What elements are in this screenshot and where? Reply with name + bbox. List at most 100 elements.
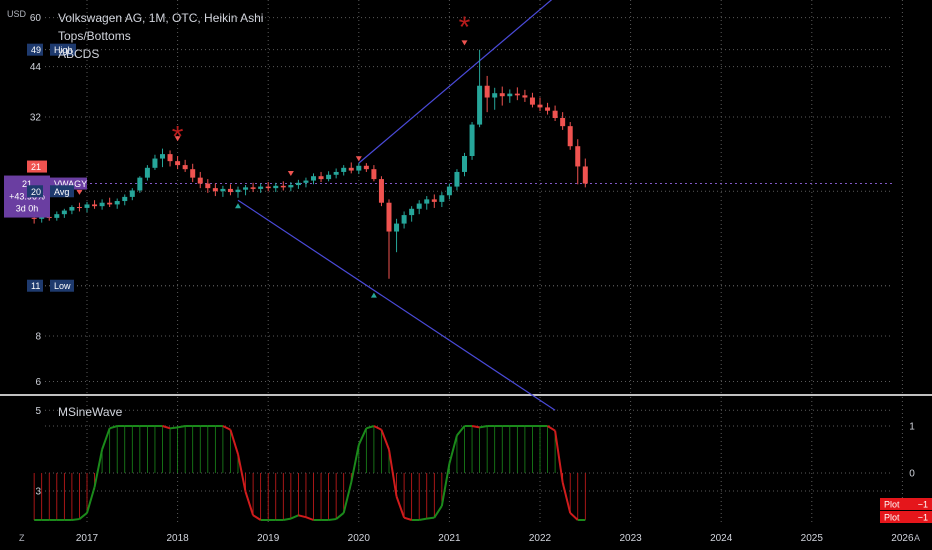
sine-plot-tag-bg [880,498,932,510]
candle-body [529,97,535,105]
sine-line-segment [479,425,488,429]
candle-body [137,177,143,191]
sine-line-segment [388,449,398,497]
candle-body [31,217,37,219]
sine-line-segment [162,425,171,430]
candle-body [167,154,173,162]
sine-line-segment [244,491,255,516]
candle-body [484,85,490,98]
symbol-tag-text: VWAGY [54,179,87,189]
sine-plot-tag-name: Plot [884,500,900,510]
sine-line-segment [101,428,111,450]
candle-body [295,182,301,186]
sine-line-segment [569,512,579,521]
candle-body [462,156,467,172]
low-price-tag-text: 11 [31,281,40,291]
high-text-tag-bg [50,43,76,56]
sine-line-segment [448,435,458,464]
bottom-marker [235,203,241,209]
candle-body [122,196,128,202]
candle-body [54,214,60,218]
trendlines [237,0,556,411]
sine-line-segment [237,454,247,492]
candle-body [341,167,347,172]
indicator-msinewave[interactable]: MSineWave [58,405,123,419]
candle-body [311,176,316,181]
candle-body [401,215,407,224]
candle-body [250,187,256,189]
candle-body [92,204,98,207]
sine-line-segment [229,429,239,455]
candles [31,49,588,279]
sine-line-segment [380,429,390,450]
sine-line-segment [298,514,307,519]
sine-plot-tag-value: −1 [918,500,928,510]
sine-line-segment [456,425,466,437]
candle-body [227,188,233,193]
indicator-tops-bottoms[interactable]: Tops/Bottoms [58,29,131,43]
low-price-tag: 11 [27,279,43,292]
x-tick-label: 2019 [257,533,280,544]
high-text-tag: High [50,43,76,56]
sine-line-segment [335,512,345,520]
candle-body [469,124,475,157]
candle-body [416,203,422,209]
candle-body [477,85,483,125]
sine-line-segment [71,518,80,521]
candle-body [280,185,286,188]
candle-body [318,176,324,180]
candle-body [356,165,362,171]
z-icon[interactable]: Z [19,533,25,543]
sine-line-segment [86,486,96,514]
x-tick-label: 2020 [348,533,371,544]
last-price-value: 21 [22,179,32,189]
red-price-tag-text: 21 [31,162,41,172]
y-tick-label: 44 [30,62,42,73]
star-marker: * [459,11,471,44]
candle-body [303,180,309,183]
msinewave-pane [33,425,586,521]
sine-line-segment [373,425,382,431]
grid [0,0,932,525]
red-price-tag: 21 [27,160,47,173]
low-price-tag-bg [27,279,43,292]
high-price-tag-text: 49 [31,45,41,55]
x-tick-label: 2024 [710,533,733,544]
auto-scale-icon[interactable]: A [914,533,921,543]
candle-body [386,202,392,232]
candle-body [258,186,264,189]
candle-body [537,104,543,108]
low-text-tag-bg [50,279,74,292]
y-tick-label: 8 [35,332,41,343]
candle-body [560,117,566,127]
candle-body [235,189,241,193]
candle-body [522,95,528,98]
y-tick-label: 5 [35,406,41,417]
sine-line-segment [395,496,406,518]
candle-body [243,187,249,190]
candle-body [363,165,369,170]
candle-body [499,93,505,97]
indicator-abcds[interactable]: ABCDS [58,47,100,61]
candle-body [152,158,158,168]
sine-plot-tag-name: Plot [884,513,900,523]
sine-line-segment [403,516,412,521]
sine-line-segment [283,517,292,521]
high-price-tag: 49 [27,43,43,56]
x-tick-label: 2018 [166,533,189,544]
trendline [237,199,556,411]
x-tick-label: 2026 [891,533,914,544]
sine-y-tick-label: 0 [909,469,915,480]
chart-title: Volkswagen AG, 1M, OTC, Heikin Ashi [58,11,264,25]
x-tick-label: 2025 [801,533,824,544]
sine-line-segment [561,482,572,514]
top-marker [287,171,294,177]
sine-line-segment [177,425,186,429]
high-price-tag-bg [27,43,43,56]
currency-label: USD [7,9,27,19]
sine-line-segment [426,516,435,520]
candle-body [160,154,165,159]
candle-body [182,165,188,170]
candle-body [220,188,226,192]
